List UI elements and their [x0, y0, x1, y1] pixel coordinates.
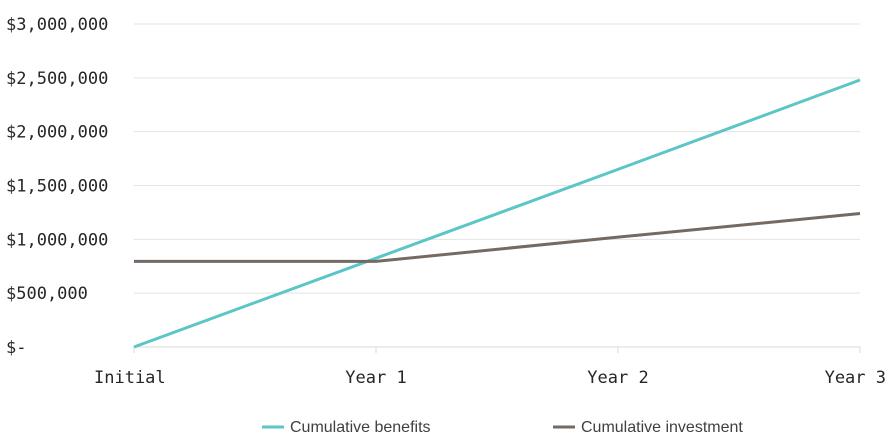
x-axis-tick-labels: Initial Year 1 Year 2 Year 3 [94, 368, 886, 388]
series-lines [133, 78, 861, 349]
series-line-cumulative-investment [134, 212, 861, 263]
y-tick-label: $3,000,000 [6, 15, 108, 35]
y-tick-label: $1,500,000 [6, 177, 108, 197]
series-line-cumulative-benefits [133, 78, 861, 349]
legend-label: Cumulative investment [581, 419, 743, 436]
x-tick-label: Year 3 [825, 368, 886, 388]
y-tick-label: $1,000,000 [6, 230, 108, 250]
gridlines [133, 23, 861, 353]
y-axis-tick-labels: $- $500,000 $1,000,000 $1,500,000 $2,000,000… [6, 15, 108, 358]
x-tick-label: Year 1 [345, 368, 406, 388]
y-tick-label: $2,000,000 [6, 123, 108, 143]
x-tick-label: Year 2 [587, 368, 648, 388]
legend-label: Cumulative benefits [290, 419, 431, 436]
y-tick-label: $500,000 [6, 284, 88, 304]
y-tick-label: $2,500,000 [6, 69, 108, 89]
legend: Cumulative benefits Cumulative investment [262, 419, 743, 436]
y-tick-label: $- [6, 338, 26, 358]
x-tick-label: Initial [94, 368, 166, 388]
